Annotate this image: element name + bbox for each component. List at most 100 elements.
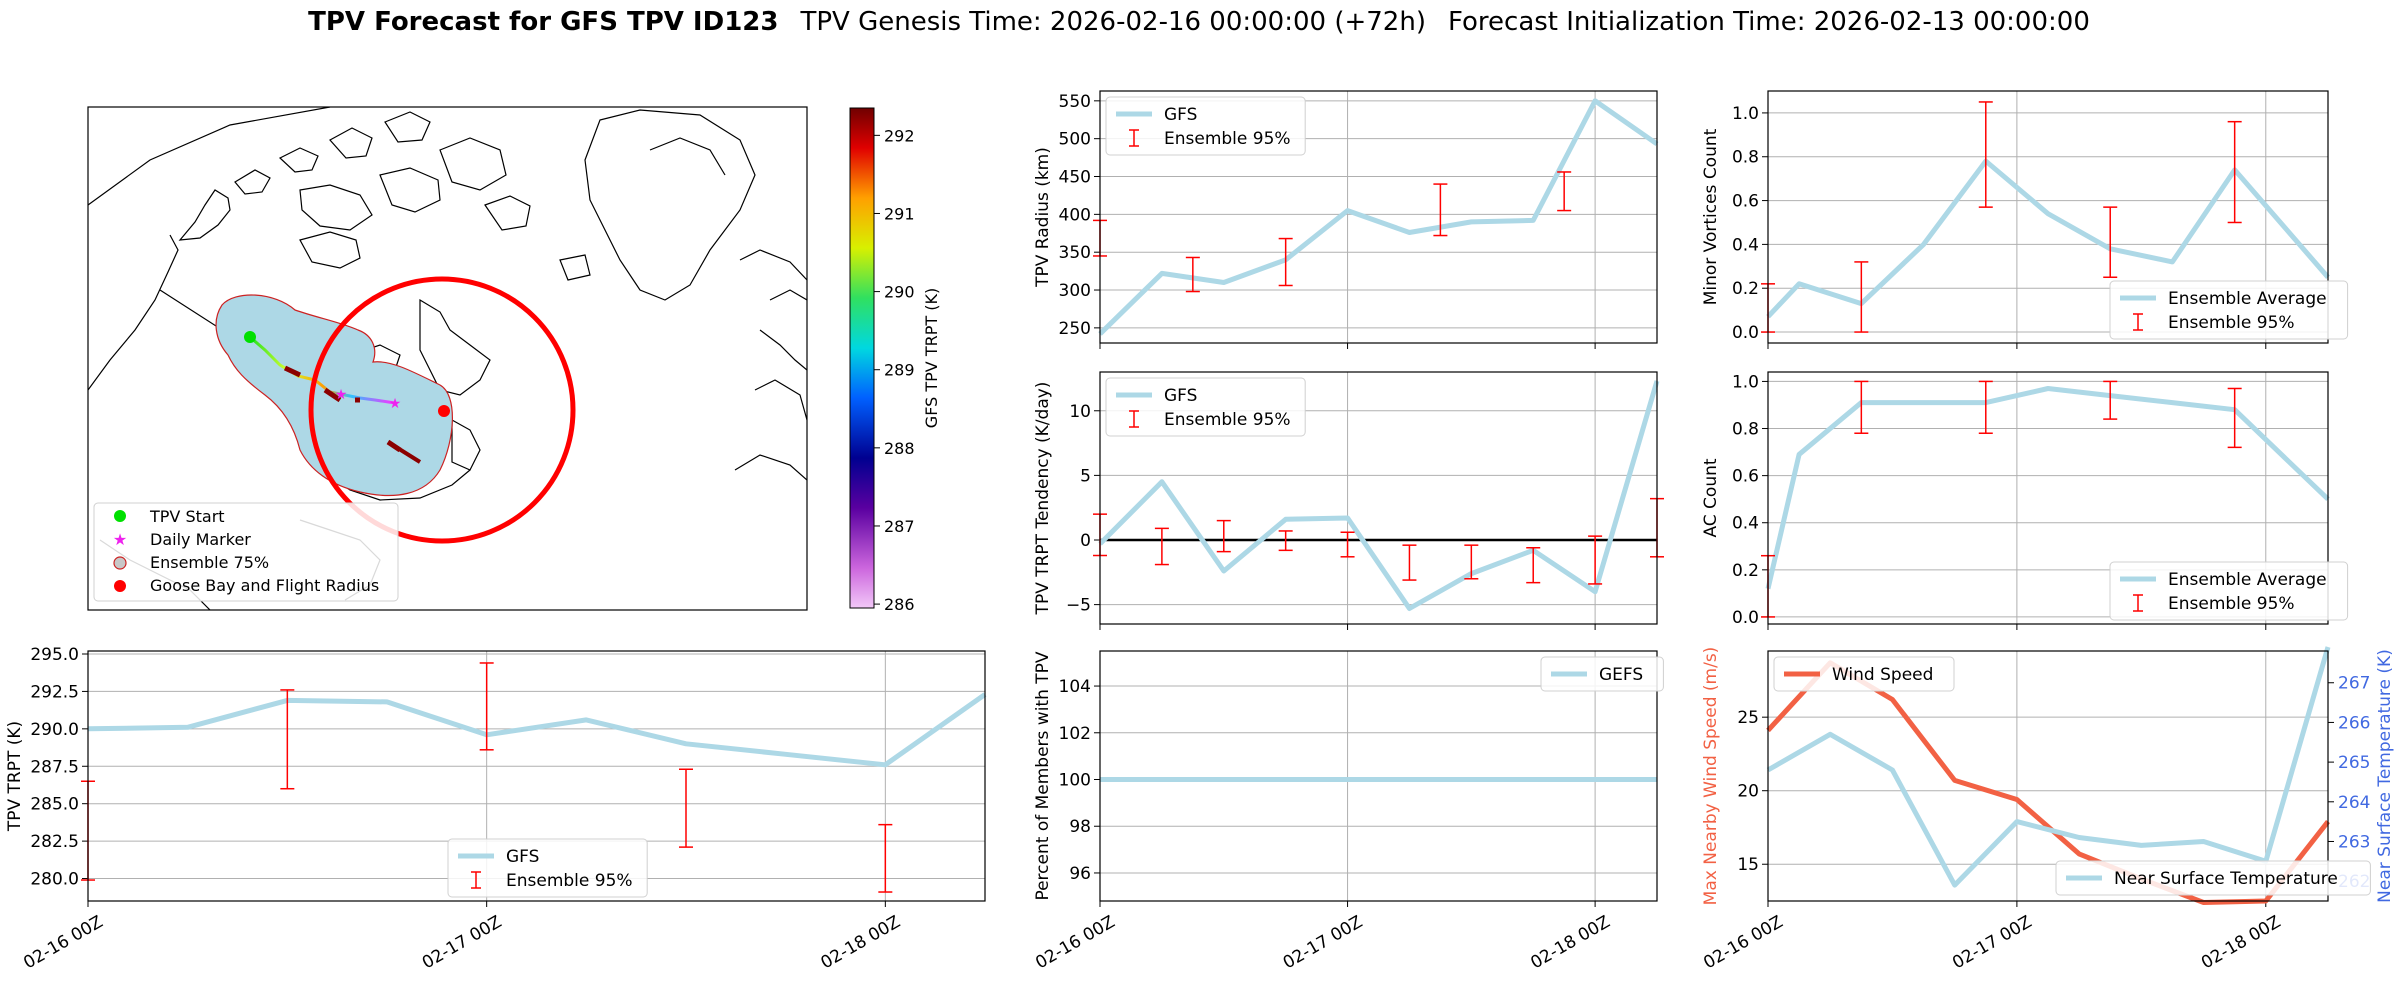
errorbar <box>2103 380 2118 420</box>
errorbar <box>1464 544 1479 580</box>
map-panel: ★ ★ TPV Start ★ Daily Marker Ensemble 75… <box>87 106 941 614</box>
legend-goose-icon <box>114 580 126 592</box>
errorbar <box>2103 206 2118 279</box>
y-tick-label: 0.4 <box>1732 514 1759 534</box>
legend: GEFS <box>1540 656 1664 692</box>
legend-errorbar-icon <box>1129 410 1139 428</box>
legend-errorbar-icon <box>2133 594 2143 612</box>
legend-label: GFS <box>1164 105 1197 125</box>
y-tick-label: 102 <box>1059 724 1091 744</box>
y-tick-label: 287.5 <box>30 757 79 777</box>
errorbar <box>1185 256 1200 293</box>
axes-frame <box>1767 90 2329 344</box>
y-right-tick-label: 267 <box>2338 674 2370 694</box>
y-tick-label: 550 <box>1059 92 1091 112</box>
y-tick-label: 104 <box>1059 677 1091 697</box>
y-axis-label: Percent of Members with TPV <box>1033 651 1053 900</box>
x-tick-label: 02-16 00Z <box>1700 912 1786 973</box>
y-right-tick-label: 265 <box>2338 753 2370 773</box>
y-axis-label: TPV TRPT Tendency (K/day) <box>1033 382 1053 616</box>
y-tick-label: 98 <box>1069 817 1091 837</box>
errorbar <box>2227 120 2242 224</box>
axes-frame <box>1099 371 1658 625</box>
tpv-start-marker <box>244 331 256 343</box>
legend-label: Ensemble Average <box>2168 289 2327 309</box>
y-tick-label: 0.8 <box>1732 420 1759 440</box>
series-line-gfs <box>87 692 987 768</box>
legend: Ensemble Average Ensemble 95% <box>2109 280 2349 340</box>
y-tick-label: 450 <box>1059 168 1091 188</box>
errorbar <box>1978 101 1993 208</box>
y-tick-label: 0.8 <box>1732 148 1759 168</box>
y-tick-label: 0.2 <box>1732 279 1759 299</box>
series-line-ensemble-average <box>1765 386 2330 590</box>
errorbar <box>1854 261 1869 333</box>
errorbar <box>1854 380 1869 434</box>
axes-frame <box>1767 650 2329 902</box>
chart-trpt: 280.0 282.5 285.0 287.5 290.0 292.5 295.0 02-16… <box>5 645 987 973</box>
y-axis-label: TPV Radius (km) <box>1033 147 1053 288</box>
chart-minor: 0.0 0.2 0.4 0.6 0.8 1.0 Minor Vortices Count En… <box>1701 90 2349 349</box>
legend-label: Ensemble 95% <box>2168 594 2295 614</box>
colorbar-tick-label: 288 <box>884 439 915 458</box>
y-tick-label: 96 <box>1069 864 1091 884</box>
errorbar <box>2227 387 2242 449</box>
legend-goose-label: Goose Bay and Flight Radius <box>150 576 379 595</box>
errorbar <box>1588 535 1603 585</box>
legend: GFS Ensemble 95% <box>447 838 648 898</box>
y-right-axis-label: Near Surface Temperature (K) <box>2375 649 2395 903</box>
colorbar: 292 291 290 289 288 287 286 GFS TPV TRPT (K) <box>849 107 941 614</box>
axes-frame <box>1767 371 2329 625</box>
errorbar <box>1278 530 1293 552</box>
y-tick-label: 0 <box>1080 531 1091 551</box>
legend-label: Wind Speed <box>1832 665 1933 685</box>
legend-label: GFS <box>1164 386 1197 406</box>
colorbar-tick-label: 289 <box>884 361 915 380</box>
track-tail <box>386 440 422 464</box>
flight-radius-circle <box>308 276 576 544</box>
y-tick-label: 0.4 <box>1732 235 1759 255</box>
y-tick-label: 0.2 <box>1732 561 1759 581</box>
legend: Wind Speed <box>1773 656 1955 692</box>
series-line-gfs <box>1098 380 1660 611</box>
errorbar <box>479 662 494 751</box>
y-tick-label: 282.5 <box>30 832 79 852</box>
errorbar <box>1340 531 1355 558</box>
y-axis-label: AC Count <box>1701 458 1721 537</box>
y-tick-label: 10 <box>1069 402 1091 422</box>
errorbar <box>1154 527 1169 566</box>
colorbar-label: GFS TPV TRPT (K) <box>922 288 941 428</box>
y-tick-label: 295.0 <box>30 645 79 665</box>
errorbar <box>1402 544 1417 581</box>
colorbar-tick-label: 286 <box>884 595 915 614</box>
goose-bay-marker <box>438 405 450 417</box>
errorbar <box>1526 547 1541 584</box>
legend-label: Ensemble 95% <box>1164 410 1291 430</box>
legend: GFS Ensemble 95% <box>1105 96 1306 156</box>
legend-errorbar-icon <box>2133 313 2143 331</box>
axes-frame <box>1099 650 1658 902</box>
colorbar-tick-label: 290 <box>884 283 915 302</box>
y-tick-label: 0.0 <box>1732 608 1759 628</box>
y-tick-label: 25 <box>1737 708 1759 728</box>
errorbar <box>1433 183 1448 237</box>
x-tick-label: 02-17 00Z <box>1949 912 2035 973</box>
legend-errorbar-icon <box>1129 129 1139 147</box>
legend: Near Surface Temperature <box>2055 860 2371 896</box>
x-tick-label: 02-17 00Z <box>419 912 505 973</box>
legend: Ensemble Average Ensemble 95% <box>2109 561 2349 621</box>
y-tick-label: −5 <box>1066 596 1091 616</box>
y-tick-label: 290.0 <box>30 720 79 740</box>
tpv-track <box>249 335 396 405</box>
legend-label: GFS <box>506 847 539 867</box>
colorbar-tick-label: 292 <box>884 126 915 145</box>
y-right-tick-label: 263 <box>2338 832 2370 852</box>
chart-wind: 15 20 25 02-16 00Z 02-17 00Z 02-18 00Z Max Nea… <box>1700 646 2395 973</box>
x-tick-label: 02-17 00Z <box>1280 912 1366 973</box>
title-init: Forecast Initialization Time: 2026-02-13… <box>1448 7 2090 37</box>
x-tick-label: 02-18 00Z <box>818 912 904 973</box>
track-segments <box>283 365 402 453</box>
errorbar <box>1978 380 1993 434</box>
legend-label: GEFS <box>1599 665 1643 685</box>
